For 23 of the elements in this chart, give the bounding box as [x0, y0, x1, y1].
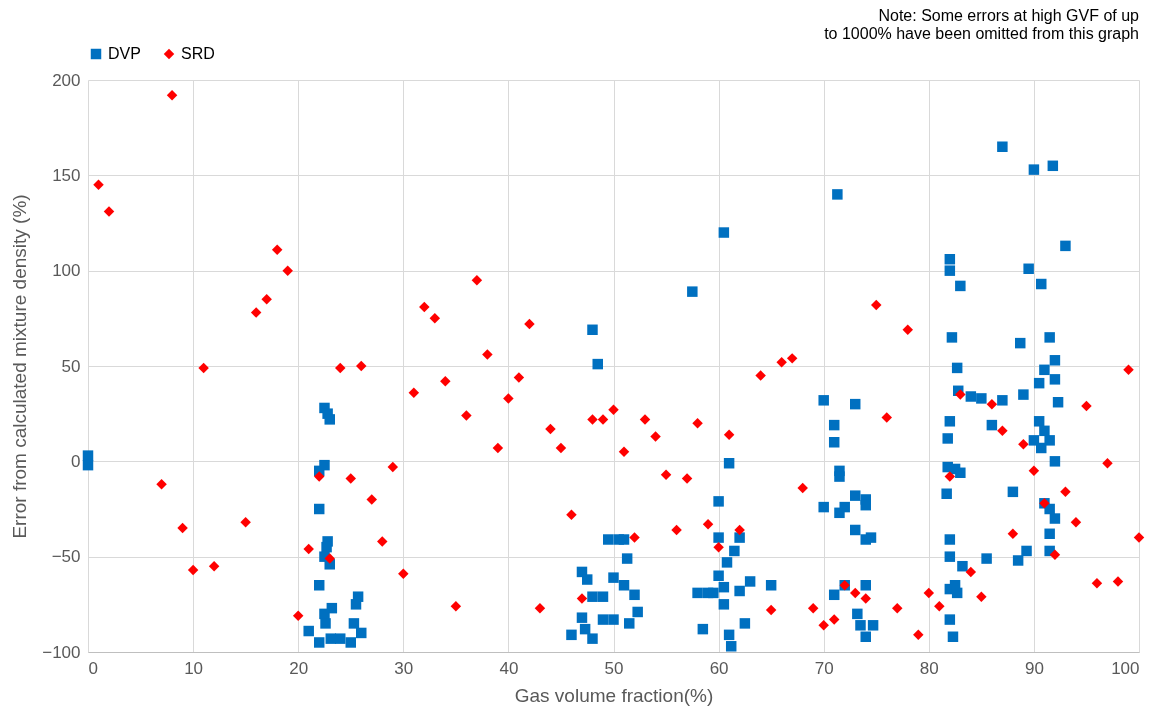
y-axis-title: Error from calculated mixture density (%) [9, 194, 31, 539]
legend-label: DVP [108, 45, 141, 62]
x-tick-label: 80 [919, 658, 939, 678]
x-tick-label: 50 [604, 658, 624, 678]
legend-label: SRD [181, 45, 215, 62]
y-tick-label: 0 [71, 451, 81, 471]
text: Note: Some errors at high GVF of up to 1000% have been omitted from this graph [824, 7, 1140, 42]
x-tick-label: 90 [1024, 658, 1044, 678]
y-tick-label: 150 [52, 165, 81, 185]
x-tick-label: 30 [394, 658, 414, 678]
y-tick-label: −100 [42, 642, 81, 662]
y-tick-label: 200 [52, 70, 81, 90]
x-tick-label: 20 [289, 658, 309, 678]
x-tick-label: 70 [814, 658, 834, 678]
x-axis-title: Gas volume fraction(%) [514, 684, 714, 706]
y-tick-label: 50 [61, 356, 81, 376]
x-tick-label: 0 [88, 658, 98, 678]
y-tick-label: −50 [51, 547, 81, 567]
y-tick-label: 100 [52, 261, 81, 281]
x-tick-label: 100 [1111, 658, 1140, 678]
x-tick-label: 40 [499, 658, 519, 678]
x-tick-label: 10 [184, 658, 204, 678]
x-tick-label: 60 [709, 658, 729, 678]
